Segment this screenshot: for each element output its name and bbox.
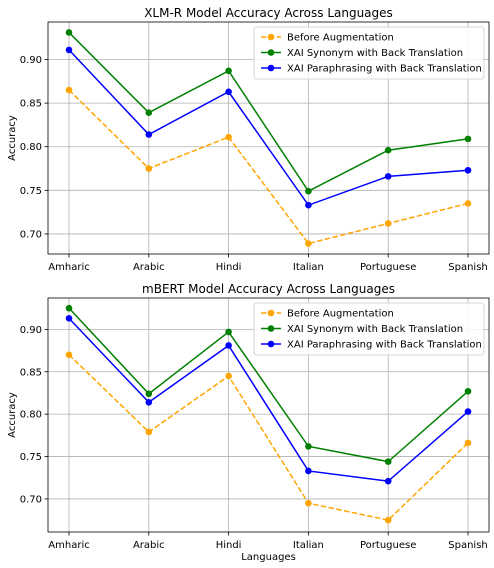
data-point (65, 29, 73, 36)
legend-swatch-marker (267, 340, 275, 348)
series-line-0 (68, 354, 469, 521)
data-point (384, 477, 392, 485)
x-tick-label: Italian (293, 540, 324, 551)
chart-title: mBERT Model Accuracy Across Languages (142, 282, 395, 296)
data-point (145, 109, 153, 117)
data-point (65, 304, 73, 312)
data-point (464, 439, 472, 447)
chart-panel-0: 0.70 0.75 0.80 0.85 0.90 Amharic Arabic Hindi It… (7, 6, 490, 273)
data-point (384, 146, 392, 154)
data-point (65, 86, 73, 94)
x-tick-label: Amharic (48, 540, 89, 551)
data-point (464, 387, 472, 395)
x-tick-label: Spanish (448, 262, 488, 273)
x-tick-label: Italian (293, 262, 324, 273)
y-tick-label: 0.85 (20, 367, 42, 378)
plot-frame (47, 297, 490, 533)
legend-box (253, 26, 485, 80)
data-point (305, 499, 312, 507)
data-point (464, 166, 472, 174)
legend-swatch-marker (267, 49, 275, 56)
data-point (384, 458, 392, 465)
legend-swatch-marker (267, 309, 275, 317)
data-point (305, 201, 312, 209)
data-point (305, 443, 312, 450)
series-line-1 (68, 307, 469, 463)
data-point (305, 187, 312, 195)
y-axis-label: Accuracy (7, 115, 18, 161)
series-line-2 (68, 317, 469, 482)
legend-label: XAI Synonym with Back Translation (287, 324, 463, 335)
x-tick-label: Amharic (48, 262, 89, 273)
series-line-2 (68, 49, 469, 207)
data-point (305, 467, 312, 475)
data-point (464, 408, 472, 415)
data-point (65, 351, 73, 359)
x-tick-label: Arabic (133, 540, 165, 551)
data-point (65, 315, 73, 322)
y-tick-label: 0.90 (20, 325, 42, 336)
legend-label: XAI Synonym with Back Translation (287, 48, 463, 59)
y-tick-label: 0.75 (20, 186, 42, 197)
x-tick-label: Hindi (216, 262, 242, 273)
x-tick-label: Spanish (448, 540, 488, 551)
data-point (145, 131, 153, 138)
legend-box (253, 302, 485, 356)
data-point (145, 398, 153, 406)
legend-label: Before Augmentation (287, 309, 394, 320)
legend-label: XAI Paraphrasing with Back Translation (287, 64, 482, 75)
data-point (145, 165, 153, 172)
data-point (65, 46, 73, 54)
data-point (464, 135, 472, 143)
data-point (384, 220, 392, 227)
legend-label: XAI Paraphrasing with Back Translation (287, 340, 482, 351)
plot-frame (47, 21, 490, 255)
y-tick-label: 0.80 (20, 142, 42, 153)
x-axis-label: Languages (241, 552, 296, 563)
chart-panel-1: 0.70 0.75 0.80 0.85 0.90 Amharic Arabic Hindi It… (7, 282, 490, 563)
data-point (225, 372, 232, 380)
data-point (384, 516, 392, 524)
legend-swatch-marker (267, 325, 275, 332)
y-tick-label: 0.75 (20, 452, 42, 463)
x-tick-label: Portuguese (360, 540, 416, 551)
data-point (225, 328, 232, 336)
data-point (145, 428, 153, 436)
y-tick-label: 0.85 (20, 99, 42, 110)
x-tick-label: Arabic (133, 262, 165, 273)
y-tick-label: 0.70 (20, 229, 42, 240)
x-tick-label: Portuguese (360, 262, 416, 273)
data-point (225, 67, 232, 75)
data-point (384, 173, 392, 180)
y-axis-label: Accuracy (7, 392, 18, 438)
data-point (225, 88, 232, 96)
data-point (305, 240, 312, 247)
y-tick-label: 0.80 (20, 410, 42, 421)
data-point (225, 342, 232, 349)
chart-title: XLM-R Model Accuracy Across Languages (144, 6, 393, 20)
data-point (464, 200, 472, 207)
y-tick-label: 0.90 (20, 55, 42, 66)
legend-label: Before Augmentation (287, 33, 394, 44)
data-point (225, 133, 232, 141)
legend-swatch-marker (267, 64, 275, 72)
series-line-1 (68, 31, 469, 193)
series-line-0 (68, 89, 469, 245)
y-tick-label: 0.70 (20, 494, 42, 505)
data-point (145, 390, 153, 398)
legend-swatch-marker (267, 33, 275, 41)
x-tick-label: Hindi (216, 540, 242, 551)
